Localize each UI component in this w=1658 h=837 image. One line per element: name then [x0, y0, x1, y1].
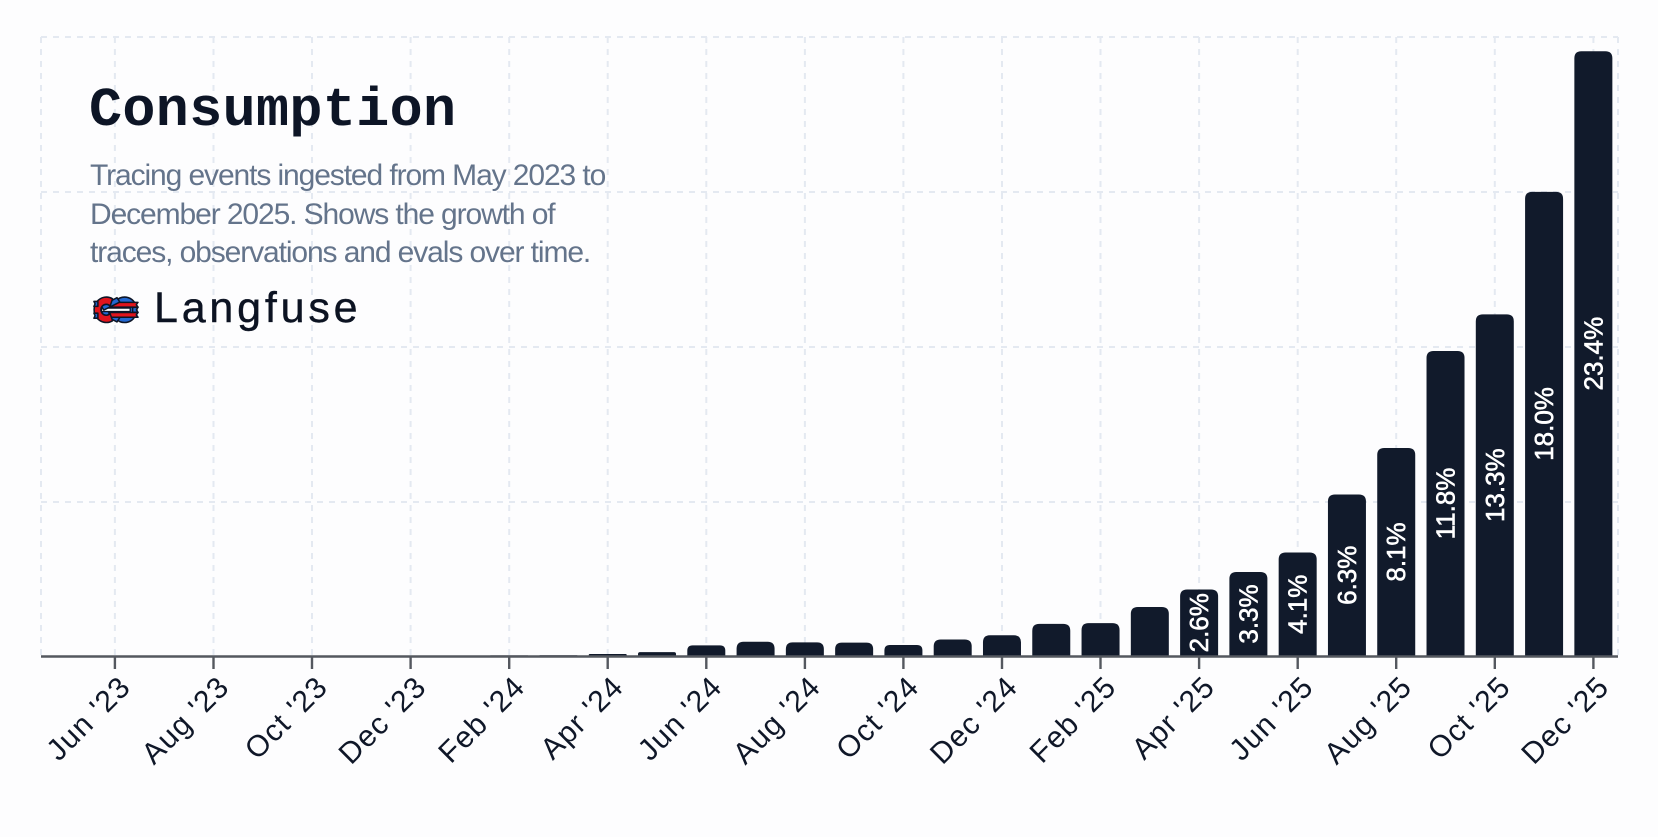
- svg-text:Feb '24: Feb '24: [432, 670, 531, 769]
- svg-text:Aug '25: Aug '25: [1318, 670, 1419, 771]
- svg-text:Dec '24: Dec '24: [924, 670, 1025, 771]
- svg-text:Feb '25: Feb '25: [1024, 670, 1123, 769]
- svg-text:13.3%: 13.3%: [1480, 448, 1510, 522]
- svg-text:Jun '25: Jun '25: [1223, 670, 1320, 767]
- svg-text:2.6%: 2.6%: [1184, 593, 1214, 652]
- svg-text:Jun '24: Jun '24: [632, 670, 729, 767]
- svg-text:Apr '24: Apr '24: [534, 670, 630, 766]
- svg-text:Jun '23: Jun '23: [40, 670, 137, 767]
- svg-text:3.3%: 3.3%: [1233, 584, 1263, 643]
- svg-text:Aug '23: Aug '23: [135, 670, 236, 771]
- svg-text:Dec '23: Dec '23: [333, 670, 434, 771]
- svg-text:6.3%: 6.3%: [1332, 546, 1362, 605]
- svg-text:Oct '25: Oct '25: [1421, 670, 1517, 766]
- svg-text:Oct '23: Oct '23: [239, 670, 335, 766]
- svg-text:Oct '24: Oct '24: [830, 670, 926, 766]
- svg-text:Aug '24: Aug '24: [727, 670, 828, 771]
- svg-text:Apr '25: Apr '25: [1126, 670, 1222, 766]
- svg-text:8.1%: 8.1%: [1381, 522, 1411, 581]
- svg-text:23.4%: 23.4%: [1578, 317, 1608, 391]
- svg-text:18.0%: 18.0%: [1529, 387, 1559, 461]
- svg-text:Dec '25: Dec '25: [1515, 670, 1616, 771]
- svg-text:4.1%: 4.1%: [1283, 575, 1313, 634]
- svg-text:11.8%: 11.8%: [1431, 468, 1461, 540]
